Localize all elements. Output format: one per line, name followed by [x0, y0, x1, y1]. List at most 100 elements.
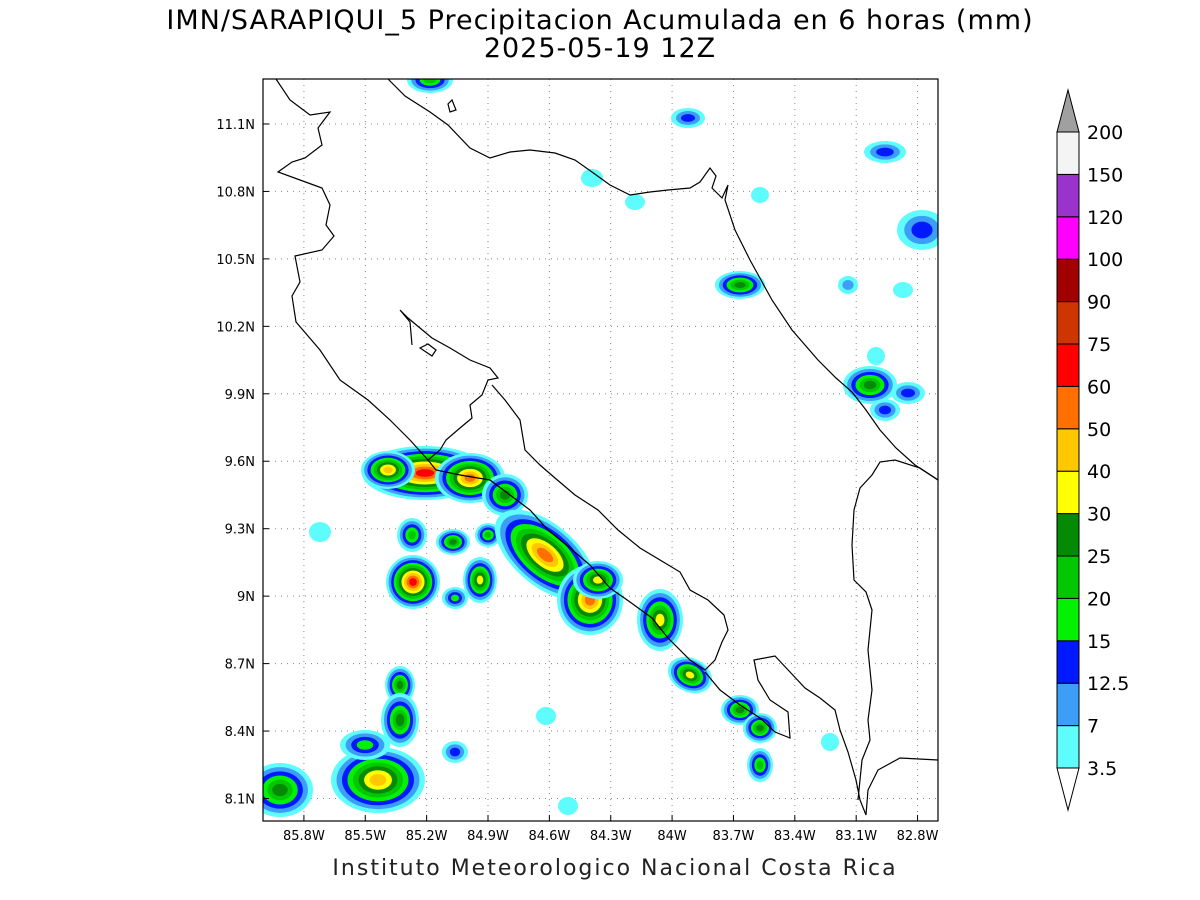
- footer-credit: Instituto Meteorologico Nacional Costa R…: [332, 856, 898, 881]
- precip-contour: [863, 380, 877, 390]
- precip-contour: [408, 530, 416, 540]
- precip-contour: [423, 79, 437, 84]
- lat-tick-label: 8.7N: [225, 658, 255, 673]
- lon-tick-label: 83.4W: [774, 829, 816, 844]
- precip-contour: [751, 187, 769, 203]
- colorbar-label: 100: [1087, 249, 1123, 271]
- coastlines: [275, 79, 938, 816]
- precip-contour: [450, 594, 460, 602]
- colorbar-label: 75: [1087, 334, 1111, 356]
- precip-contour: [581, 169, 603, 187]
- small-island: [447, 98, 457, 113]
- colorbar-label: 150: [1087, 164, 1123, 186]
- precip-contour: [409, 578, 417, 586]
- precip-contour: [625, 194, 645, 210]
- precip-contour: [821, 733, 839, 751]
- precip-contour: [536, 707, 556, 725]
- map-title: IMN/SARAPIQUI_5 Precipitacion Acumulada …: [166, 5, 1034, 36]
- colorbar-label: 200: [1087, 122, 1123, 144]
- colorbar-label: 12.5: [1087, 673, 1129, 695]
- osa-peninsula-coast: [704, 655, 821, 739]
- precip-contour: [558, 797, 578, 815]
- colorbar-swatch: [1056, 216, 1080, 260]
- precip-contour: [876, 147, 894, 157]
- precip-contour: [369, 774, 387, 786]
- precip-contour: [272, 783, 288, 797]
- colorbar-swatch: [1056, 428, 1080, 472]
- precip-contour: [867, 347, 885, 365]
- colorbar-high-arrow: [1056, 88, 1080, 133]
- precip-contour: [593, 576, 603, 584]
- colorbar-swatch: [1056, 470, 1080, 515]
- precip-contour: [449, 539, 457, 545]
- colorbar-swatch: [1056, 597, 1080, 642]
- lon-tick-label: 83.7W: [713, 829, 755, 844]
- pacific-coast-north: [275, 79, 500, 461]
- colorbar-label: 3.5: [1087, 758, 1117, 780]
- graticule: [263, 79, 938, 821]
- colorbar-swatch: [1056, 725, 1080, 769]
- colorbar-swatch: [1056, 385, 1080, 430]
- precip-contour: [309, 522, 331, 542]
- colorbar-swatch: [1056, 682, 1080, 727]
- colorbar-swatch: [1056, 258, 1080, 303]
- precip-field: [263, 79, 938, 817]
- precip-contour: [681, 114, 695, 122]
- lon-tick-label: 85.5W: [344, 829, 386, 844]
- colorbar-label: 7: [1087, 716, 1099, 738]
- lat-tick-label: 9N: [237, 590, 255, 605]
- precip-contour: [911, 221, 933, 239]
- precip-contour: [685, 671, 695, 679]
- colorbar-label: 90: [1087, 292, 1111, 314]
- lat-tick-label: 10.8N: [216, 185, 255, 200]
- lon-tick-label: 85.2W: [406, 829, 448, 844]
- precip-contour: [893, 282, 913, 298]
- axis-ticks: 11.1N 10.8N 10.5N 10.2N 9.9N 9.6N 9.3N 9N 8.7N 8.…: [216, 118, 938, 844]
- precip-contour: [484, 532, 492, 538]
- colorbar-label: 40: [1087, 461, 1111, 483]
- lon-tick-label: 84.9W: [467, 829, 509, 844]
- colorbar-swatch: [1056, 301, 1080, 345]
- lat-tick-label: 9.3N: [225, 523, 255, 538]
- colorbar-label: 20: [1087, 588, 1111, 610]
- precip-contour: [476, 575, 484, 585]
- precip-contour: [655, 613, 665, 627]
- precip-contour: [842, 280, 854, 290]
- precip-contour: [415, 469, 435, 477]
- precip-contour: [756, 724, 764, 732]
- precip-contour: [395, 713, 405, 727]
- precip-contour: [734, 281, 746, 289]
- precip-contour: [878, 405, 892, 415]
- panama-pacific-coast: [819, 697, 938, 816]
- colorbar-swatch: [1056, 640, 1080, 684]
- lat-tick-label: 9.6N: [225, 455, 255, 470]
- precip-contour: [464, 474, 476, 482]
- colorbar-swatch: [1056, 131, 1080, 175]
- map-frame: [262, 78, 939, 822]
- colorbar-label: 50: [1087, 419, 1111, 441]
- precip-contour: [756, 760, 764, 770]
- precip-contour: [449, 747, 461, 757]
- nicaragua-lake-coast: [387, 79, 938, 481]
- inland-lake: [418, 343, 437, 357]
- lon-tick-label: 84W: [657, 829, 687, 844]
- colorbar-swatch: [1056, 173, 1080, 218]
- colorbar-label: 25: [1087, 546, 1111, 568]
- colorbar-swatch: [1056, 343, 1080, 387]
- colorbar-swatch: [1056, 513, 1080, 557]
- colorbar-legend: 3.5 7 12.5 15 20 25 30 40 50 60 75 90 100 120 150 200: [1056, 88, 1129, 812]
- nicoya-gulf-coast: [427, 384, 729, 671]
- lat-tick-label: 10.5N: [216, 253, 255, 268]
- colorbar-label: 120: [1087, 207, 1123, 229]
- lon-tick-label: 85.8W: [283, 829, 325, 844]
- lat-tick-label: 11.1N: [216, 118, 255, 133]
- lat-tick-label: 8.4N: [225, 725, 255, 740]
- precip-contour: [396, 680, 404, 690]
- precip-contour: [901, 388, 915, 398]
- colorbar-swatch: [1056, 555, 1080, 599]
- lat-tick-label: 9.9N: [225, 388, 255, 403]
- lat-tick-label: 10.2N: [216, 320, 255, 335]
- precip-contour: [356, 740, 374, 750]
- lon-tick-label: 84.6W: [528, 829, 570, 844]
- map-subtitle-datetime: 2025-05-19 12Z: [483, 33, 717, 64]
